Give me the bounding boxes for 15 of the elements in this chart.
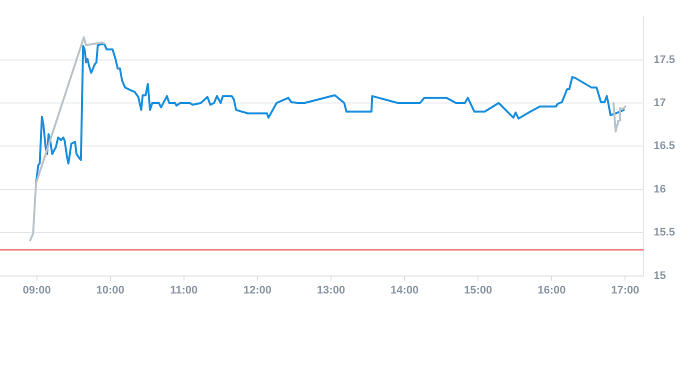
- x-tick-label: 14:00: [390, 284, 419, 296]
- x-tick-label: 09:00: [22, 284, 51, 296]
- x-tick-label: 17:00: [611, 284, 640, 296]
- y-tick-label: 15: [654, 270, 666, 282]
- y-tick-label: 17: [654, 97, 666, 110]
- x-tick-label: 11:00: [170, 284, 198, 296]
- x-tick-label: 16:00: [538, 284, 566, 296]
- y-tick-label: 17.5: [654, 54, 676, 66]
- y-tick-label: 15.5: [654, 226, 676, 239]
- x-tick-label: 10:00: [96, 284, 124, 296]
- x-tick-label: 13:00: [316, 284, 346, 296]
- x-tick-label: 15:00: [464, 284, 492, 296]
- y-tick-label: 16: [654, 183, 666, 196]
- x-tick-label: 12:00: [243, 284, 272, 296]
- y-tick-label: 16.5: [654, 140, 676, 152]
